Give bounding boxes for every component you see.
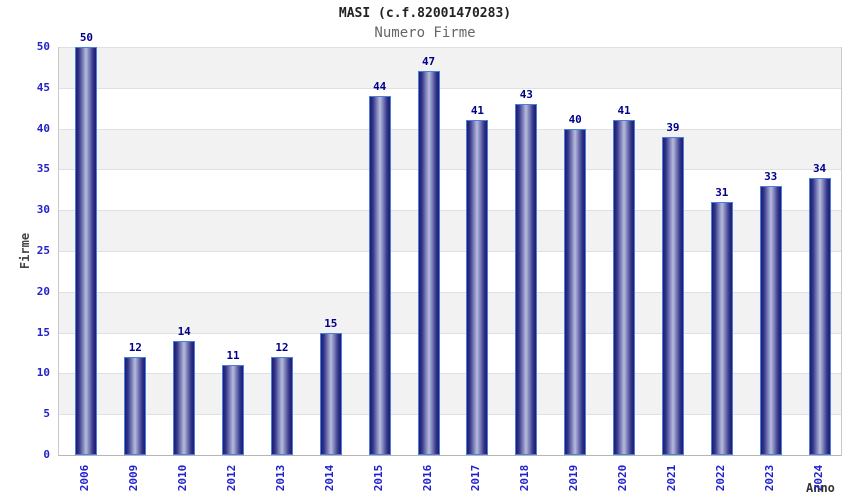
bar-2016 [417,71,440,455]
y-tick-label: 10 [36,366,50,380]
x-tick-label: 2019 [567,464,581,492]
y-tick-label: 15 [36,325,50,339]
bar-2010 [173,340,196,455]
background-band [59,291,841,333]
x-tick-label: 2015 [371,464,385,492]
bar-2009 [124,357,147,455]
bar-value-label: 33 [764,169,778,183]
bar-2018 [515,104,538,455]
bar-value-label: 41 [617,104,631,118]
x-tick-label: 2014 [322,464,336,492]
gridline [59,291,841,293]
background-band [59,47,841,88]
gridline [59,373,841,375]
bar-2013 [270,357,293,455]
bar-value-label: 11 [226,349,240,363]
x-tick-label: 2022 [713,464,727,492]
bar-value-label: 47 [421,55,436,69]
x-tick-label: 2012 [225,464,239,492]
bar-2019 [564,128,587,455]
y-tick-label: 40 [36,121,50,135]
y-tick-label: 30 [36,203,50,217]
x-tick-label: 2024 [811,464,825,492]
bar-2015 [368,95,391,455]
y-tick-label: 5 [43,407,50,421]
bar-2024 [808,177,831,455]
y-tick-label: 35 [36,162,50,176]
x-tick-label: 2013 [273,464,287,492]
bar-value-label: 15 [324,316,338,330]
bar-2022 [710,202,733,455]
gridline [59,47,841,48]
bar-value-label: 12 [128,341,142,355]
bar-value-label: 41 [470,104,485,118]
bar-2012 [222,365,245,455]
x-tick-label: 2016 [420,464,434,492]
x-tick-label: 2023 [762,464,776,492]
bar-2023 [759,185,782,455]
gridline [59,414,841,416]
bar-value-label: 40 [568,112,582,126]
bar-value-label: 44 [373,79,387,93]
y-tick-label: 45 [36,80,50,94]
bar-value-label: 31 [715,186,729,200]
gridline [59,251,841,252]
x-tick-label: 2017 [469,464,483,492]
gridline [59,210,841,212]
x-tick-label: 2006 [78,464,92,492]
x-tick-label: 2010 [176,464,190,492]
bar-2017 [466,120,489,455]
y-tick-label: 0 [43,448,50,461]
gridline [59,169,841,171]
background-band [59,128,841,170]
bar-value-label: 14 [177,324,191,338]
bar-value-label: 50 [79,31,94,44]
background-band [59,210,841,251]
y-tick-label: 25 [36,244,50,257]
x-tick-label: 2021 [664,464,678,492]
x-tick-label: 2009 [127,464,141,492]
bar-2006 [75,47,98,455]
bar-2020 [613,120,636,455]
bar-value-label: 34 [812,161,827,175]
y-tick-label: 20 [36,284,50,298]
bar-value-label: 43 [519,88,533,102]
bar-value-label: 12 [275,341,289,355]
x-tick-label: 2020 [616,464,630,492]
x-axis-title: Anno [806,481,835,495]
gridline [59,87,841,89]
bar-2021 [661,136,684,455]
y-tick-label: 50 [36,40,50,53]
gridline [59,332,841,334]
plot-area: 50 12 14 11 12 15 44 47 41 43 40 41 39 31 33 34 [58,31,842,456]
gridline [59,128,841,130]
bar-value-label: 39 [666,120,680,134]
x-tick-label: 2018 [518,464,532,492]
chart-title: MASI (c.f.82001470283) [338,6,512,21]
chart-subtitle: Numero Firme [374,25,476,41]
bar-2014 [319,332,342,455]
